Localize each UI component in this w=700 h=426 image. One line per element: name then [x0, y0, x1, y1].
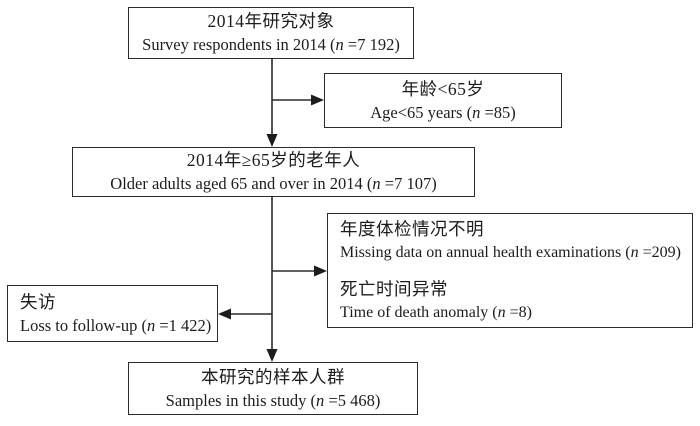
exclusion2-label-zh: 死亡时间异常: [340, 278, 448, 299]
n-symbol: n: [472, 102, 481, 122]
en-text: =1 422): [155, 315, 212, 335]
age-label-en: Age<65 years (n =85): [370, 101, 516, 124]
en-text: Missing data on annual health examinatio…: [340, 243, 631, 261]
arrowhead-right-exclusions: [314, 265, 327, 277]
box-exclusions: 年度体检情况不明 Missing data on annual health e…: [327, 213, 693, 328]
en-text: Time of death anomaly (: [340, 303, 498, 321]
final-label-en: Samples in this study (n =5 468): [166, 389, 381, 412]
box-final-sample: 本研究的样本人群 Samples in this study (n =5 468…: [128, 362, 418, 415]
loss-label-en: Loss to follow-up (n =1 422): [20, 314, 211, 337]
age-label-zh: 年龄<65岁: [401, 78, 485, 99]
en-text: =8): [505, 303, 532, 321]
respondents-label-zh: 2014年研究对象: [207, 11, 335, 31]
en-text: Loss to follow-up (: [20, 315, 147, 335]
en-text: Survey respondents in 2014 (: [142, 35, 336, 54]
n-symbol: n: [146, 315, 156, 335]
n-symbol: n: [497, 303, 506, 321]
box-loss-to-followup: 失访 Loss to follow-up (n =1 422): [7, 285, 218, 342]
arrowhead-right-age: [311, 94, 324, 106]
n-symbol: n: [372, 174, 381, 193]
final-label-zh: 本研究的样本人群: [201, 366, 345, 387]
arrowhead-left-loss: [218, 308, 231, 320]
en-text: =7 192): [343, 35, 400, 54]
loss-label-zh: 失访: [20, 291, 56, 312]
exclusion1-label-en: Missing data on annual health examinatio…: [340, 241, 681, 264]
en-text: =209): [638, 243, 681, 261]
older-label-en: Older adults aged 65 and over in 2014 (n…: [110, 172, 436, 195]
exclusion2-label-en: Time of death anomaly (n =8): [340, 301, 532, 324]
box-age-under-65: 年龄<65岁 Age<65 years (n =85): [324, 73, 562, 128]
arrowhead-down-older: [266, 134, 278, 147]
exclusion-item-death-anomaly: 死亡时间异常 Time of death anomaly (n =8): [340, 278, 532, 324]
arrowhead-down-final: [266, 349, 278, 362]
en-text: =85): [480, 102, 516, 122]
exclusion1-label-zh: 年度体检情况不明: [340, 218, 484, 239]
n-symbol: n: [630, 243, 639, 261]
en-text: Samples in this study (: [165, 390, 317, 410]
older-label-zh: 2014年≥65岁的老年人: [186, 150, 361, 170]
respondents-label-en: Survey respondents in 2014 (n =7 192): [142, 33, 400, 56]
n-symbol: n: [316, 390, 325, 410]
en-text: =5 468): [324, 390, 381, 410]
box-survey-respondents: 2014年研究对象 Survey respondents in 2014 (n …: [128, 7, 414, 59]
box-older-adults: 2014年≥65岁的老年人 Older adults aged 65 and o…: [72, 147, 475, 197]
en-text: =7 107): [380, 174, 437, 193]
en-text: Age<65 years (: [370, 102, 473, 122]
n-symbol: n: [335, 35, 344, 54]
en-text: Older adults aged 65 and over in 2014 (: [110, 174, 373, 193]
exclusion-item-missing-exams: 年度体检情况不明 Missing data on annual health e…: [340, 218, 681, 264]
